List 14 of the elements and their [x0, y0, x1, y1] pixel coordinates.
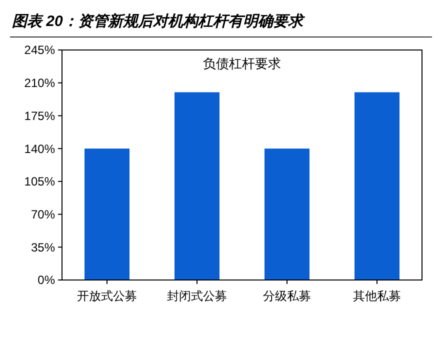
- y-tick-label: 0%: [38, 273, 56, 288]
- y-tick-label: 70%: [30, 207, 56, 222]
- y-tick-label: 245%: [24, 43, 56, 58]
- x-tick-label: 封闭式公募: [167, 289, 227, 303]
- y-tick-label: 35%: [30, 240, 56, 254]
- x-tick-label: 其他私募: [353, 289, 401, 303]
- x-tick-label: 开放式公募: [77, 289, 137, 303]
- x-tick-label: 分级私募: [263, 289, 311, 303]
- y-tick-label: 210%: [24, 76, 56, 90]
- text: 负债杠杆要求: [203, 56, 281, 71]
- y-tick-label: 105%: [24, 174, 56, 189]
- y-tick-label: 175%: [24, 108, 56, 123]
- y-tick-label: 140%: [24, 142, 56, 156]
- chart-title: 图表 20：资管新规后对机构杠杆有明确要求: [12, 12, 306, 30]
